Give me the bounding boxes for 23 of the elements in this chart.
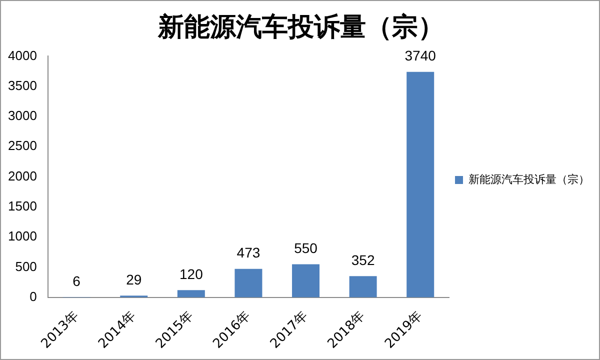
bar: [234, 268, 262, 298]
bar: [406, 72, 434, 298]
y-tick-label: 4000: [8, 48, 37, 63]
bar: [177, 290, 205, 298]
bar: [292, 264, 320, 298]
y-tick-label: 2500: [8, 138, 37, 154]
y-tick-label: 3000: [8, 108, 37, 124]
y-tick-label: 0: [30, 288, 37, 304]
y-tick-label: 1000: [8, 228, 37, 244]
legend-label: 新能源汽车投诉量（宗）: [468, 172, 590, 186]
data-label: 550: [294, 240, 318, 256]
data-label: 120: [179, 266, 204, 282]
y-tick-label: 2000: [8, 168, 37, 184]
data-label: 29: [126, 271, 142, 288]
bar: [349, 276, 377, 298]
y-tick-label: 500: [15, 258, 37, 274]
chart-title: 新能源汽车投诉量（宗）: [157, 12, 444, 42]
y-tick-label: 3500: [8, 78, 37, 93]
data-label: 3740: [404, 48, 436, 64]
data-label: 473: [236, 244, 260, 261]
y-tick-label: 1500: [8, 198, 37, 214]
data-label: 352: [351, 252, 375, 268]
data-label: 6: [72, 272, 81, 289]
